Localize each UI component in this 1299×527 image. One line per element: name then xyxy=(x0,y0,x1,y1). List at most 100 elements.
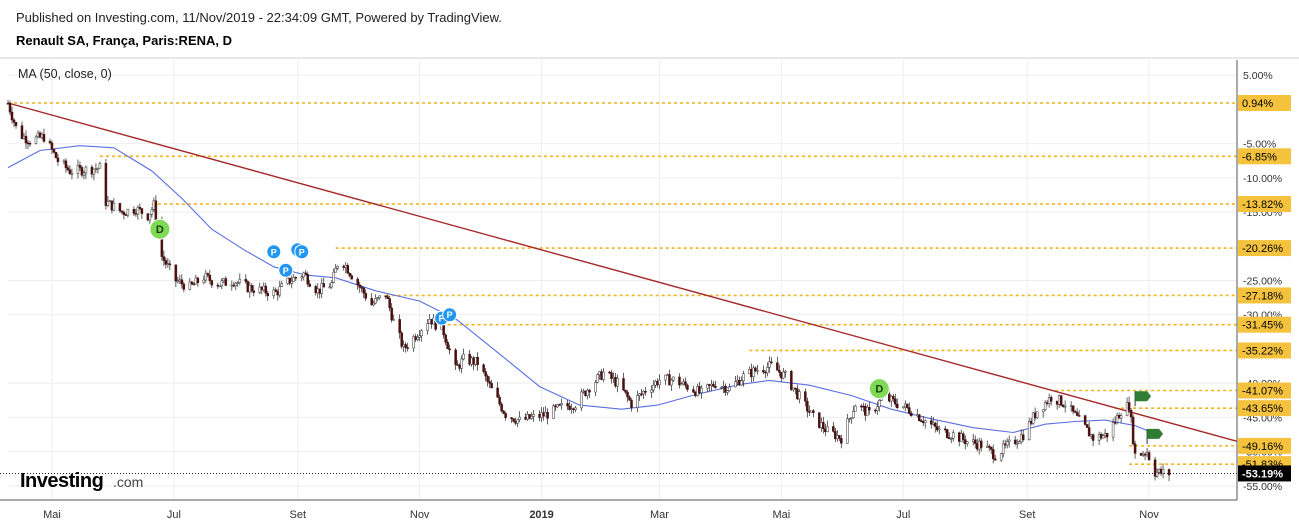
candle-down xyxy=(304,272,308,275)
candle-up xyxy=(222,278,226,282)
candle-down xyxy=(538,413,541,418)
candle-down xyxy=(38,132,42,138)
candle-down xyxy=(458,364,461,369)
candle-up xyxy=(852,411,855,419)
candle-down xyxy=(250,285,254,292)
candle-up xyxy=(230,284,234,287)
level-tag-label: -41.07% xyxy=(1242,386,1283,398)
candle-down xyxy=(546,411,549,419)
candle-up xyxy=(136,206,140,215)
flag-icon[interactable] xyxy=(1146,428,1164,444)
candle-down xyxy=(692,389,695,393)
candle-up xyxy=(330,282,333,288)
candle-down xyxy=(1133,443,1137,454)
event-marker-label: P xyxy=(439,314,445,324)
candle-down xyxy=(624,389,627,393)
candle-down xyxy=(862,405,865,408)
candle-down xyxy=(762,370,765,373)
candle-down xyxy=(906,403,909,408)
candle-up xyxy=(420,330,423,337)
candle-down xyxy=(68,169,72,175)
candle-down xyxy=(776,362,779,371)
candle-down xyxy=(868,406,871,411)
candle-up xyxy=(202,279,206,283)
candle-down xyxy=(558,404,561,406)
level-tag xyxy=(1238,148,1291,165)
candle-up xyxy=(672,376,675,381)
candle-up xyxy=(736,379,739,383)
event-p-marker[interactable]: P xyxy=(294,244,310,260)
candle-down xyxy=(698,386,701,393)
dividend-marker[interactable]: D xyxy=(149,218,171,240)
event-p-marker[interactable]: P xyxy=(278,262,294,278)
dividend-marker[interactable]: D xyxy=(868,378,890,400)
candle-up xyxy=(258,286,262,293)
candle-down xyxy=(388,298,391,309)
y-tick-label: -55.00% xyxy=(1243,481,1282,493)
candle-down xyxy=(1033,412,1037,419)
level-tag-label: 0.94% xyxy=(1242,98,1273,110)
candle-down xyxy=(1049,397,1053,402)
candle-up xyxy=(344,265,347,268)
candle-down xyxy=(118,203,122,212)
candle-up xyxy=(876,406,879,411)
candle-down xyxy=(838,435,841,439)
dividend-marker-circle xyxy=(149,218,171,240)
candle-down xyxy=(1029,421,1033,424)
candle-up xyxy=(84,166,88,174)
candle-down xyxy=(288,277,292,284)
candle-up xyxy=(418,335,421,338)
candle-down xyxy=(314,286,317,294)
candle-down xyxy=(790,371,793,391)
candle-down xyxy=(832,426,835,432)
candle-up xyxy=(700,387,703,393)
candle-up xyxy=(878,400,881,408)
candle-down xyxy=(1055,400,1059,405)
candle-up xyxy=(70,173,74,175)
candle-down xyxy=(386,296,389,299)
candle-down xyxy=(26,142,30,145)
candle-down xyxy=(929,420,933,425)
candle-down xyxy=(294,277,298,279)
candle-up xyxy=(462,353,465,360)
candle-down xyxy=(306,274,310,285)
candle-up xyxy=(112,203,116,211)
candle-down xyxy=(400,332,403,347)
candle-up xyxy=(959,433,963,442)
candle-up xyxy=(728,386,731,391)
candle-down xyxy=(504,413,507,418)
event-p-marker[interactable]: P xyxy=(266,244,282,260)
candle-up xyxy=(376,297,379,299)
level-tag xyxy=(1238,382,1291,399)
candle-down xyxy=(1085,424,1089,428)
candle-down xyxy=(276,291,280,296)
candle-up xyxy=(292,277,296,282)
candle-down xyxy=(1021,434,1025,440)
candle-up xyxy=(470,357,473,365)
candle-up xyxy=(460,358,463,369)
candle-up xyxy=(150,209,154,215)
candle-down xyxy=(961,433,965,440)
candle-down xyxy=(764,371,767,374)
candle-down xyxy=(266,292,270,297)
level-tag xyxy=(1238,342,1291,359)
trend-line xyxy=(7,102,1238,443)
candle-up xyxy=(332,271,335,283)
candle-down xyxy=(486,375,489,382)
candle-down xyxy=(991,449,995,460)
candle-down xyxy=(134,213,138,215)
candle-up xyxy=(428,319,431,324)
candle-down xyxy=(216,284,220,287)
candle-up xyxy=(556,404,559,408)
candle-up xyxy=(638,393,641,396)
candle-down xyxy=(1091,434,1095,441)
candle-up xyxy=(516,419,519,424)
flag-icon[interactable] xyxy=(1134,391,1152,407)
event-p-marker[interactable]: P xyxy=(442,307,458,323)
candle-up xyxy=(598,371,601,375)
investing-logo: Investing .com xyxy=(20,470,143,492)
candle-down xyxy=(404,344,407,348)
candle-down xyxy=(64,160,68,168)
candle-up xyxy=(658,379,661,386)
